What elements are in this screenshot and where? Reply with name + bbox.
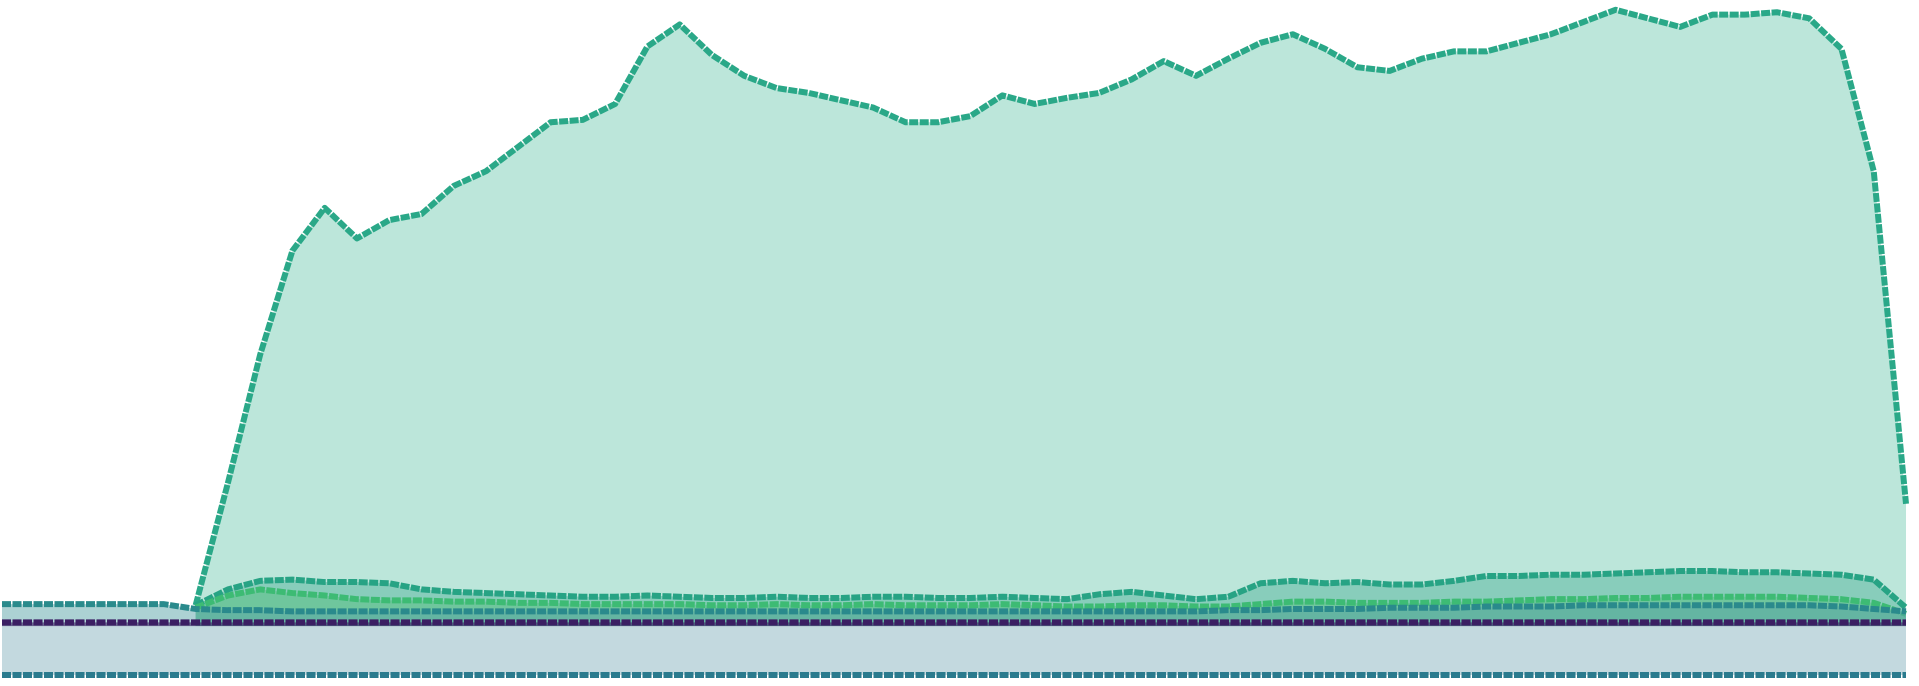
area-fill: [195, 9, 1907, 627]
area-line: [194, 568, 1908, 611]
area-line: [2, 601, 1907, 615]
area-line: [194, 586, 1907, 617]
area-fill: [2, 626, 1906, 675]
area-line: [192, 6, 1909, 607]
